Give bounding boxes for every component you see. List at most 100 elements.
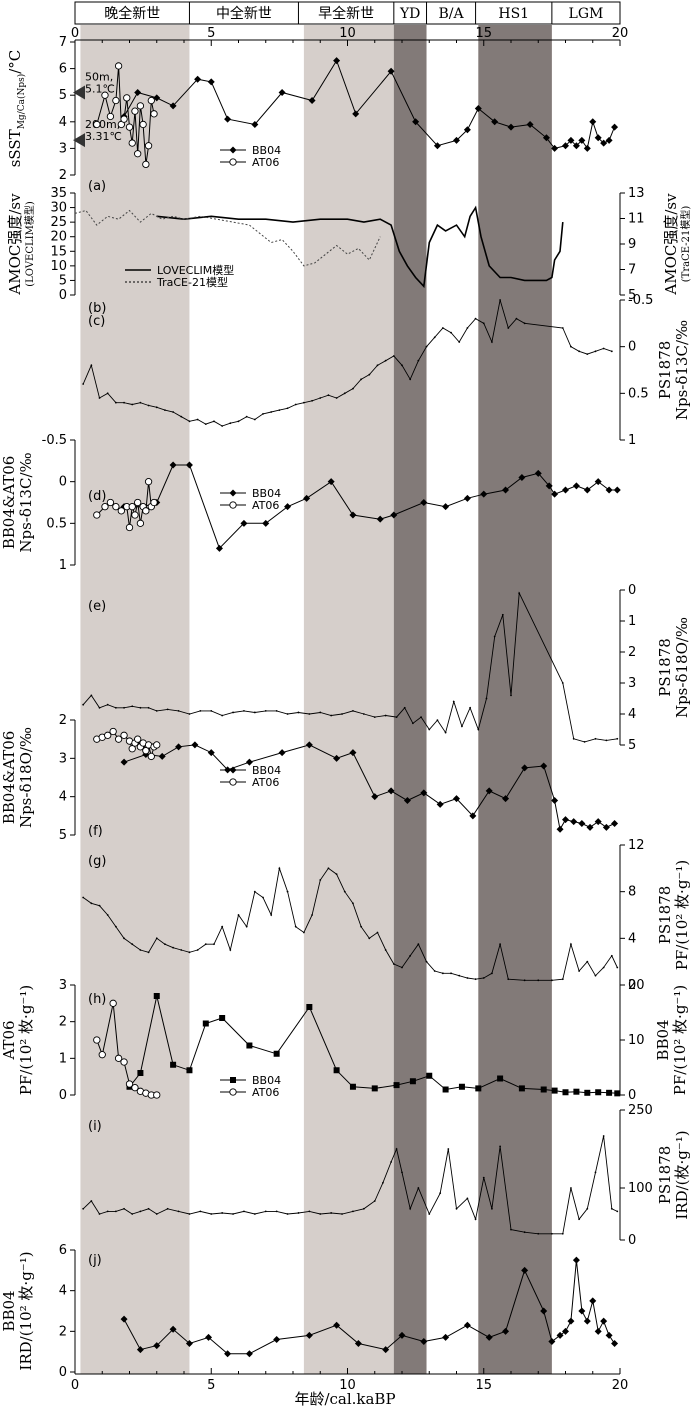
y-label-f: BB04&AT06Nps-δ18O/‰ [0, 727, 35, 828]
data-point-PS1878 [213, 943, 215, 946]
y-label-e: PS1878Nps-δ18O/‰ [656, 617, 691, 718]
data-point-PS1878 [319, 879, 322, 881]
legend-label: BB04 [252, 487, 281, 500]
data-point-PS1878 [477, 728, 480, 731]
data-point-BB04 [453, 136, 460, 144]
data-point-PS1878 [428, 1213, 431, 1215]
data-point-BB04 [246, 1042, 253, 1049]
data-point-AT06 [125, 123, 134, 131]
data-point-BB04 [562, 1089, 569, 1096]
legend-marker [229, 501, 237, 509]
data-point-PS1878 [594, 737, 597, 740]
data-point-PS1878 [311, 914, 313, 916]
data-point-BB04 [469, 812, 477, 820]
data-point-BB04 [333, 1321, 341, 1329]
data-point-AT06 [147, 752, 155, 761]
data-point-PS1878 [123, 937, 125, 940]
data-point-PS1878 [428, 728, 431, 731]
data-point-PS1878 [452, 700, 455, 703]
y-c-tick-label: 0 [628, 340, 636, 355]
data-point-PS1878 [352, 1210, 354, 1213]
data-point-BB04 [548, 1338, 556, 1345]
data-point-PS1878 [441, 972, 444, 975]
data-point-PS1878 [106, 703, 109, 706]
panel-c: (c) -0.5 0 0.5 1 PS1878Nps-δ13C/‰ [82, 293, 691, 448]
y-d-tick-label: 1 [59, 558, 67, 573]
y-b-tick-label: 20 [50, 230, 67, 245]
data-point-PS1878 [131, 403, 134, 406]
data-point-PS1878 [221, 425, 224, 427]
panel-b: (b)051015202530355791113AMOC强度/sv(LOVECL… [6, 186, 692, 316]
data-point-AT06 [117, 507, 125, 515]
data-point-PS1878 [330, 1212, 333, 1214]
panels: (a)234567sSSTMg/Ca(Nps)/°C50m,5.1℃200m,3… [0, 35, 692, 1380]
panel-g: (g) 0 4 8 12 PS1878PF/(10² 枚·g⁻¹) [82, 838, 691, 993]
data-point-BB04 [606, 1089, 613, 1096]
data-point-PS1878 [583, 741, 586, 743]
data-point-PS1878 [199, 1210, 202, 1213]
y-f-tick-label: 2 [59, 713, 67, 728]
data-point-BB04 [463, 1321, 471, 1329]
y-label-e-line: Nps-δ18O/‰ [673, 617, 691, 718]
y-label-subline: (LOVECLIM模型) [23, 201, 36, 287]
data-point-BB04 [262, 519, 270, 527]
data-point-PS1878 [106, 392, 109, 395]
data-point-PS1878 [466, 1197, 469, 1200]
data-point-BB04 [303, 494, 311, 502]
data-point-PS1878 [469, 706, 472, 709]
legend-marker [230, 1077, 236, 1083]
data-point-BB04 [521, 764, 529, 772]
data-point-PS1878 [155, 937, 158, 940]
legend-label: AT06 [252, 1086, 279, 1099]
data-point-PS1878 [303, 931, 305, 934]
data-point-BB04 [169, 461, 177, 469]
y-label-h: AT06PF/(10² 枚·g⁻¹) [0, 985, 35, 1095]
data-point-PS1878 [90, 902, 93, 905]
data-point-PS1878 [561, 978, 564, 981]
legend-label: BB04 [252, 764, 281, 777]
y-d-tick-label: 0 [59, 475, 67, 490]
data-point-BB04 [219, 1015, 226, 1021]
data-point-PS1878 [155, 710, 158, 712]
depth-marker-text: 3.31℃ [85, 130, 122, 143]
data-point-AT06 [123, 94, 131, 102]
y-label-h-line: PF/(10² 枚·g⁻¹) [17, 985, 35, 1095]
shade-band-2 [393, 25, 427, 1374]
data-point-BB04 [409, 1078, 416, 1085]
data-point-AT06 [109, 999, 117, 1007]
panel-label: (i) [88, 1119, 102, 1134]
data-point-PS1878 [382, 1181, 384, 1184]
data-point-PS1878 [253, 1213, 256, 1215]
data-point-PS1878 [262, 412, 264, 415]
depth-marker-icon [73, 85, 85, 100]
data-point-BB04 [398, 1331, 406, 1339]
data-point-AT06 [142, 507, 150, 515]
data-point-BB04 [562, 142, 569, 150]
data-point-BB04 [412, 118, 420, 126]
y-label-subscript: Mg/Ca(Nps) [16, 74, 27, 130]
data-point-PS1878 [458, 341, 461, 343]
data-point-PS1878 [123, 1207, 125, 1210]
x-tick-label: 15 [475, 26, 492, 41]
data-point-PS1878 [245, 925, 248, 928]
data-point-BB04 [354, 1340, 362, 1348]
y-b-tick-label: 30 [50, 201, 67, 216]
data-point-PS1878 [523, 322, 526, 325]
data-point-PS1878 [499, 299, 501, 301]
data-point-PS1878 [368, 373, 371, 376]
data-point-BB04 [551, 1087, 558, 1094]
legend-marker [229, 778, 237, 786]
y-a-tick-label: 7 [59, 35, 67, 50]
y-c-tick-label: 1 [628, 433, 636, 448]
data-point-PS1878 [82, 383, 85, 385]
data-point-PS1878 [232, 711, 234, 714]
data-point-PS1878 [578, 1218, 581, 1221]
data-point-BB04 [153, 993, 160, 999]
data-point-BB04 [215, 544, 223, 552]
data-point-PS1878 [232, 1213, 234, 1215]
panel-e: (e) 0 1 2 3 4 5 PS1878Nps-δ18O/‰ [82, 583, 691, 753]
data-point-PS1878 [253, 711, 256, 714]
data-point-PS1878 [221, 1212, 224, 1214]
data-point-AT06 [120, 1058, 128, 1066]
data-point-BB04 [376, 515, 384, 523]
